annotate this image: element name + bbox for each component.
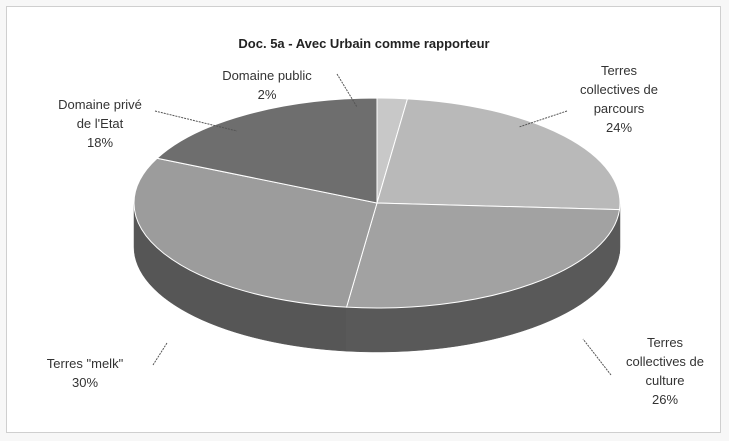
leader-line-culture: [582, 338, 612, 376]
slice-label-culture: Terres collectives de culture 26%: [626, 335, 704, 407]
slice-label-domaine-public: Domaine public 2%: [222, 68, 312, 102]
slice-label-domaine-prive: Domaine privé de l'Etat 18%: [58, 97, 142, 150]
pie-slice-2: [345, 202, 621, 309]
slice-label-melk: Terres "melk" 30%: [47, 356, 124, 390]
leader-line-melk: [152, 342, 168, 366]
leader-line-parcours: [518, 110, 568, 128]
slice-value-culture: 26%: [652, 392, 678, 407]
leader-line-domaine-prive: [154, 110, 238, 132]
slice-value-domaine-prive: 18%: [87, 135, 113, 150]
slice-value-domaine-public: 2%: [258, 87, 277, 102]
pie-slice-3: [133, 157, 378, 308]
slice-label-parcours: Terres collectives de parcours 24%: [580, 63, 658, 135]
chart-title: Doc. 5a - Avec Urbain comme rapporteur: [238, 36, 489, 51]
pie-slice-4: [156, 97, 378, 204]
pie-slice-1: [376, 98, 621, 211]
slice-value-parcours: 24%: [606, 120, 632, 135]
leader-line-domaine-public: [336, 73, 358, 108]
pie-chart: Doc. 5a - Avec Urbain comme rapporteur D…: [47, 36, 704, 407]
slice-value-melk: 30%: [72, 375, 98, 390]
chart-frame: Doc. 5a - Avec Urbain comme rapporteur D…: [6, 6, 721, 433]
